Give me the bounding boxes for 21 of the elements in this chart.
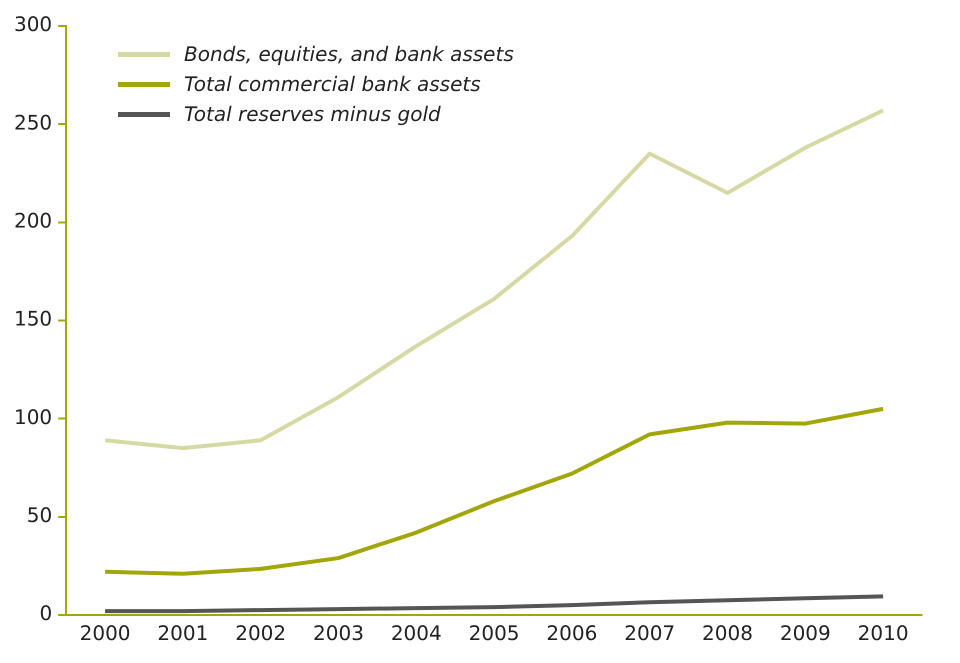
y-tick-label: 50	[26, 503, 52, 528]
y-tick-label: 250	[14, 110, 52, 134]
x-tick-label: 2005	[468, 621, 520, 646]
x-tick-label: 2008	[702, 621, 753, 646]
x-tick-label: 2001	[157, 621, 208, 646]
x-tick-label: 2004	[390, 621, 442, 646]
x-tick-label: 2003	[313, 621, 364, 646]
y-tick-label: 0	[39, 601, 52, 626]
legend-label: Bonds, equities, and bank assets	[184, 42, 514, 66]
x-tick-label: 2009	[780, 621, 831, 646]
x-tick-label: 2002	[235, 621, 286, 646]
y-tick-label: 100	[14, 404, 52, 429]
x-tick-label: 2000	[80, 621, 131, 646]
legend-label: Total commercial bank assets	[184, 72, 481, 96]
y-tick-label: 300	[14, 12, 52, 36]
y-tick-label: 150	[14, 306, 52, 331]
y-tick-label: 200	[14, 208, 52, 233]
x-tick-label: 2007	[624, 621, 676, 646]
x-tick-label: 2010	[858, 621, 909, 646]
x-tick-label: 2006	[546, 621, 598, 646]
legend-label: Total reserves minus gold	[184, 102, 441, 126]
